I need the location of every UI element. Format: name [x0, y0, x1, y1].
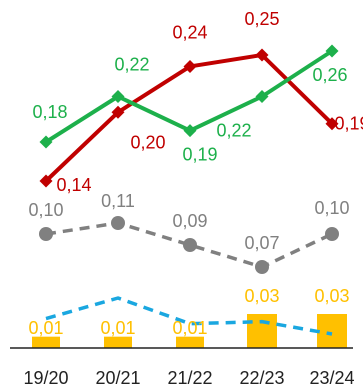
bar-4 [317, 314, 347, 348]
bar-layer [32, 314, 347, 348]
series-1-point-0 [39, 135, 53, 149]
bar-2 [176, 336, 204, 348]
series-2-label-4: 0,10 [314, 198, 349, 218]
series-3-label-4: 0,03 [314, 286, 349, 306]
bar-0 [32, 336, 60, 348]
series-2-point-3 [255, 260, 269, 274]
series-2-point-2 [183, 238, 197, 252]
series-0-point-2 [183, 59, 197, 73]
series-1-point-4 [325, 44, 339, 58]
x-tick-label-1: 20/21 [95, 368, 140, 388]
series-0-label-1: 0,20 [130, 132, 165, 152]
series-2-label-3: 0,07 [244, 233, 279, 253]
series-1-label-1: 0,22 [114, 55, 149, 75]
x-tick-labels: 19/20 20/21 21/22 22/23 23/24 [23, 368, 354, 388]
series-3-label-3: 0,03 [244, 286, 279, 306]
series-0-point-1 [111, 105, 125, 119]
series-3-label-2: 0,01 [172, 318, 207, 338]
series-2-label-0: 0,10 [28, 200, 63, 220]
series-0-point-4 [325, 117, 339, 131]
series-3-label-1: 0,01 [100, 318, 135, 338]
series-0-point-0 [39, 174, 53, 188]
series-1-point-3 [255, 90, 269, 103]
series-1-label-0: 0,18 [32, 102, 67, 122]
series-0-label-2: 0,24 [172, 22, 207, 42]
data-label-layer: 0,14 0,20 0,24 0,25 0,19 0,18 0,22 0,19 0,22 0,26… [28, 9, 363, 338]
series-4-line [45, 296, 333, 336]
line-layer [39, 44, 339, 336]
series-2-point-1 [111, 216, 125, 230]
series-0-label-3: 0,25 [244, 9, 279, 29]
series-0-point-3 [255, 48, 269, 62]
series-2-label-2: 0,09 [172, 211, 207, 231]
series-0-label-0: 0,14 [56, 175, 91, 195]
series-3-label-0: 0,01 [28, 318, 63, 338]
x-tick-label-3: 22/23 [239, 368, 284, 388]
series-1-label-3: 0,22 [216, 121, 251, 141]
series-2-point-4 [325, 227, 339, 241]
series-1-point-2 [183, 124, 197, 138]
x-tick-label-2: 21/22 [167, 368, 212, 388]
bar-3 [247, 314, 277, 348]
series-2-point-0 [39, 227, 53, 241]
series-1-point-1 [111, 90, 125, 103]
x-tick-label-0: 19/20 [23, 368, 68, 388]
series-1-label-4: 0,26 [312, 65, 347, 85]
x-tick-label-4: 23/24 [309, 368, 354, 388]
series-1-label-2: 0,19 [182, 145, 217, 165]
series-2-label-1: 0,11 [101, 191, 135, 211]
bar-1 [104, 336, 132, 348]
series-0-label-4: 0,19 [334, 114, 363, 134]
